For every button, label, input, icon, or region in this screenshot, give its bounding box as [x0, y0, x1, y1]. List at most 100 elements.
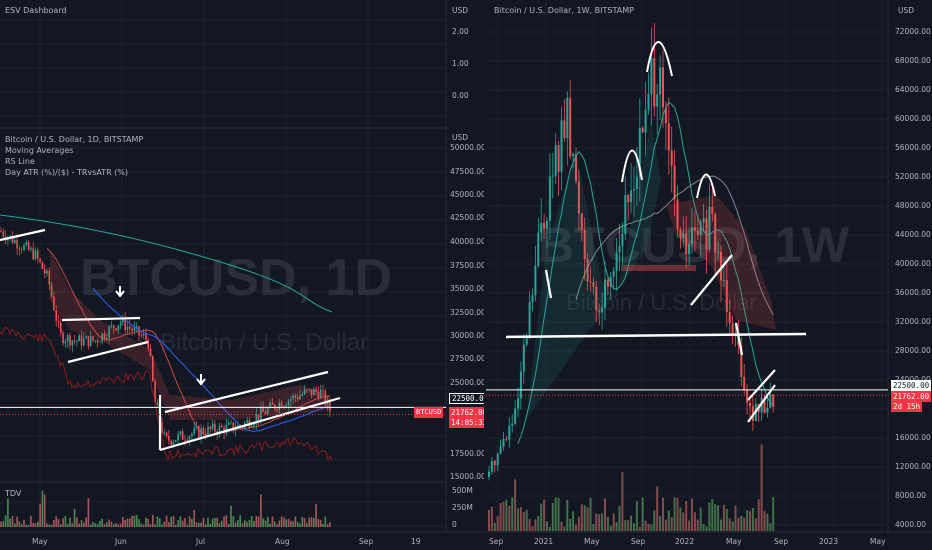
ma-short: [46, 248, 330, 437]
volume-bar: [78, 523, 80, 527]
volume-bar: [248, 519, 251, 527]
volume-bar: [27, 524, 30, 527]
left-chart-svg[interactable]: BTCUSD, 1D Bitcoin / U.S. Dollar: [0, 0, 484, 550]
candle-body: [207, 426, 209, 436]
volume-bar: [656, 486, 659, 531]
candle-body: [517, 398, 519, 409]
volume-bar: [670, 517, 673, 531]
volume-bar: [488, 509, 490, 531]
volume-bar: [55, 516, 57, 527]
candle-body: [714, 213, 717, 253]
candle-body: [230, 422, 232, 424]
candle-body: [598, 310, 601, 313]
candle-body: [693, 227, 696, 231]
volume-bar: [525, 509, 528, 531]
volume-bar: [303, 518, 306, 527]
candle-body: [315, 388, 317, 392]
candle-body: [232, 422, 235, 431]
candle-body: [511, 423, 514, 426]
candle-body: [124, 318, 126, 331]
volume-bar: [14, 523, 16, 527]
candle-body: [575, 154, 577, 182]
volume-bar: [319, 519, 322, 527]
volume-bar: [135, 515, 138, 527]
volume-bar: [106, 522, 108, 527]
candle-body: [76, 341, 78, 342]
right-x-tick: 2023: [819, 537, 839, 546]
volume-bar: [57, 519, 60, 527]
right-chart-pane[interactable]: BTCUSD, 1W Bitcoin / U.S. Dollar Bitcoin …: [486, 0, 932, 550]
volume-bar: [496, 515, 499, 531]
candle-body: [308, 389, 310, 390]
right-price-unit: USD: [898, 6, 915, 15]
volume-bar: [633, 523, 635, 531]
indicator-atr[interactable]: Day ATR (%)/($) - TRvsATR (%): [5, 168, 129, 177]
candle-body: [505, 438, 508, 440]
volume-bar: [158, 518, 161, 527]
volume-bar: [313, 517, 315, 527]
volume-bar: [7, 498, 9, 527]
volume-bar: [101, 518, 103, 527]
candle-body: [531, 295, 534, 303]
candle-body: [319, 389, 322, 398]
indicator-rs-line[interactable]: RS Line: [5, 157, 35, 166]
volume-bar: [87, 498, 90, 527]
candle-body: [255, 414, 258, 424]
trend-line: [164, 370, 329, 414]
symbol-tag: BTCUSD: [414, 407, 444, 418]
volume-bar: [25, 524, 28, 527]
candle-body: [66, 335, 69, 342]
candle-body: [583, 230, 586, 260]
right-y-tick: 8000.00: [895, 491, 927, 500]
volume-bar: [531, 526, 534, 531]
volume-bar: [255, 515, 258, 527]
volume-bar: [310, 517, 313, 527]
volume-bar: [89, 524, 92, 527]
left-chart-title: Bitcoin / U.S. Dollar, 1D, BITSTAMP: [5, 135, 144, 144]
volume-bar: [705, 526, 708, 531]
volume-bar: [122, 516, 124, 527]
candle-body: [145, 334, 147, 340]
left-chart-pane[interactable]: BTCUSD, 1D Bitcoin / U.S. Dollar ESV Dash…: [0, 0, 484, 550]
candle-body: [580, 213, 583, 231]
volume-bar: [691, 498, 693, 531]
volume-bar: [294, 516, 297, 527]
left-y-tick: 50000.00: [450, 143, 484, 152]
candle-body: [546, 220, 548, 229]
volume-bar: [589, 497, 592, 531]
left-y-tick: 35000.00: [450, 284, 484, 293]
volume-bar: [237, 520, 239, 527]
candle-body: [152, 356, 154, 381]
candle-body: [310, 389, 313, 396]
right-y-tick: 56000.00: [895, 143, 931, 152]
volume-bar: [218, 523, 221, 527]
volume-bar: [572, 511, 575, 531]
volume-bar: [64, 515, 67, 527]
candle-body: [621, 233, 624, 247]
right-y-tick: 36000.00: [895, 288, 931, 297]
volume-bar: [149, 524, 152, 527]
head-arc: [646, 41, 673, 77]
left-y-tick: 25000.00: [450, 378, 484, 387]
volume-bar: [696, 519, 699, 531]
volume-bar: [253, 520, 255, 527]
volume-bar: [170, 516, 172, 527]
candle-body: [525, 335, 528, 345]
volume-bar: [163, 521, 166, 527]
indicator-moving-averages[interactable]: Moving Averages: [5, 146, 74, 155]
left-x-tick: Aug: [275, 537, 290, 546]
volume-bar: [560, 521, 563, 531]
volume-bar: [308, 517, 310, 527]
candle-body: [285, 405, 287, 407]
volume-bar: [239, 515, 241, 527]
right-y-tick: 68000.00: [895, 56, 931, 65]
volume-bar: [227, 523, 230, 527]
candle-body: [650, 58, 653, 94]
volume-bar: [708, 502, 711, 531]
volume-bar: [583, 505, 586, 531]
volume-bar: [20, 523, 23, 527]
candle-body: [89, 336, 92, 347]
candle-body: [769, 394, 772, 408]
candle-body: [154, 380, 156, 403]
